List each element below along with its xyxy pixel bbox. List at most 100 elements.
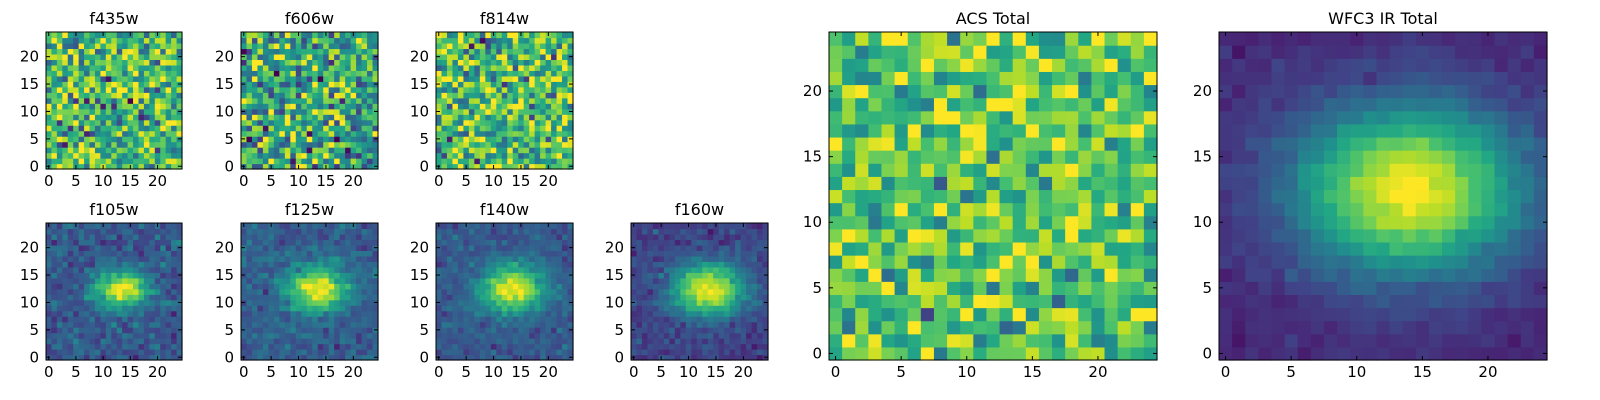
heatmap-cell bbox=[149, 59, 156, 66]
heatmap-cell bbox=[735, 223, 742, 230]
heatmap-cell bbox=[562, 75, 569, 82]
heatmap-cell bbox=[171, 288, 178, 295]
heatmap-cell bbox=[647, 233, 654, 241]
heatmap-cell bbox=[545, 130, 552, 137]
heatmap-cell bbox=[165, 97, 172, 104]
heatmap-cell bbox=[334, 64, 341, 71]
heatmap-cell bbox=[894, 176, 909, 191]
heatmap-cell bbox=[441, 119, 448, 126]
heatmap-cell bbox=[556, 299, 563, 306]
heatmap-cell bbox=[501, 283, 508, 290]
heatmap-cell bbox=[133, 244, 140, 251]
heatmap-cell bbox=[740, 310, 747, 317]
heatmap-cell bbox=[751, 354, 758, 361]
heatmap-cell bbox=[356, 321, 363, 328]
heatmap-cell bbox=[67, 255, 74, 262]
heatmap-cell bbox=[350, 277, 357, 284]
heatmap-cell bbox=[328, 244, 335, 251]
heatmap-cell bbox=[562, 228, 569, 235]
heatmap-cell bbox=[122, 48, 129, 55]
heatmap-cell bbox=[295, 119, 302, 126]
heatmap-cell bbox=[105, 349, 112, 356]
heatmap-cell bbox=[567, 75, 574, 82]
heatmap-cell bbox=[273, 81, 280, 88]
heatmap-cell bbox=[89, 327, 96, 334]
heatmap-cell bbox=[339, 42, 346, 50]
heatmap-cell bbox=[323, 277, 330, 284]
heatmap-cell bbox=[490, 81, 497, 88]
heatmap-cell bbox=[920, 294, 935, 309]
heatmap-cell bbox=[1091, 215, 1106, 230]
heatmap-cell bbox=[452, 354, 459, 361]
heatmap-cell bbox=[457, 75, 464, 82]
heatmap-cell bbox=[894, 150, 909, 164]
heatmap-cell bbox=[67, 233, 74, 241]
heatmap-cell bbox=[496, 147, 503, 154]
heatmap-cell bbox=[257, 97, 264, 104]
heatmap-cell bbox=[100, 141, 107, 148]
heatmap-cell bbox=[907, 307, 922, 322]
heatmap-cell bbox=[674, 266, 681, 273]
heatmap-cell bbox=[312, 86, 319, 93]
heatmap-cell bbox=[105, 316, 112, 323]
heatmap-cell bbox=[372, 103, 379, 110]
heatmap-cell bbox=[67, 316, 74, 323]
heatmap-cell bbox=[51, 81, 58, 88]
heatmap-cell bbox=[241, 75, 248, 82]
heatmap-cell bbox=[56, 272, 63, 279]
heatmap-cell bbox=[306, 114, 313, 121]
heatmap-cell bbox=[512, 103, 519, 110]
heatmap-cell bbox=[534, 75, 541, 82]
heatmap-cell bbox=[567, 152, 574, 159]
heatmap-cell bbox=[540, 103, 547, 110]
heatmap-cell bbox=[143, 42, 150, 50]
heatmap-cell bbox=[62, 108, 69, 115]
heatmap-cell bbox=[127, 59, 134, 66]
heatmap-cell bbox=[501, 64, 508, 71]
heatmap-cell bbox=[46, 103, 53, 110]
heatmap-cell bbox=[127, 86, 134, 93]
heatmap-cell bbox=[367, 277, 374, 284]
heatmap-cell bbox=[176, 64, 183, 71]
heatmap-cell bbox=[279, 349, 286, 356]
heatmap-cell bbox=[468, 86, 475, 93]
heatmap-cell bbox=[176, 250, 183, 257]
heatmap-cell bbox=[436, 321, 443, 328]
heatmap-cell bbox=[512, 119, 519, 126]
heatmap-cell bbox=[273, 288, 280, 295]
heatmap-cell bbox=[986, 268, 1001, 282]
heatmap-cell bbox=[707, 332, 714, 339]
heatmap-cell bbox=[51, 119, 58, 126]
heatmap-cell bbox=[1025, 281, 1040, 295]
heatmap-cell bbox=[540, 283, 547, 290]
heatmap-cell bbox=[171, 233, 178, 241]
heatmap-cell bbox=[1091, 333, 1106, 348]
heatmap-cell bbox=[94, 75, 101, 82]
heatmap-cell bbox=[143, 64, 150, 71]
heatmap-cell bbox=[356, 97, 363, 104]
heatmap-cell bbox=[257, 255, 264, 262]
heatmap-cell bbox=[334, 152, 341, 159]
heatmap-cell bbox=[372, 250, 379, 257]
heatmap-cell bbox=[507, 108, 514, 115]
heatmap-cell bbox=[463, 310, 470, 317]
heatmap-cell bbox=[290, 338, 297, 345]
heatmap-cell bbox=[171, 239, 178, 246]
heatmap-cell bbox=[762, 223, 769, 230]
heatmap-cell bbox=[372, 64, 379, 71]
heatmap-cell bbox=[556, 64, 563, 71]
heatmap-cell bbox=[149, 255, 156, 262]
heatmap-cell bbox=[350, 53, 357, 60]
heatmap-cell bbox=[246, 310, 253, 317]
heatmap-cell bbox=[762, 294, 769, 301]
heatmap-cell bbox=[529, 70, 536, 77]
heatmap-cell bbox=[361, 119, 368, 126]
heatmap-cell bbox=[306, 119, 313, 126]
heatmap-cell bbox=[100, 349, 107, 356]
heatmap-cell bbox=[490, 147, 497, 154]
heatmap-cell bbox=[1117, 294, 1132, 309]
heatmap-cell bbox=[652, 327, 659, 334]
heatmap-cell bbox=[94, 81, 101, 88]
heatmap-cell bbox=[474, 288, 481, 295]
heatmap-cell bbox=[367, 272, 374, 279]
